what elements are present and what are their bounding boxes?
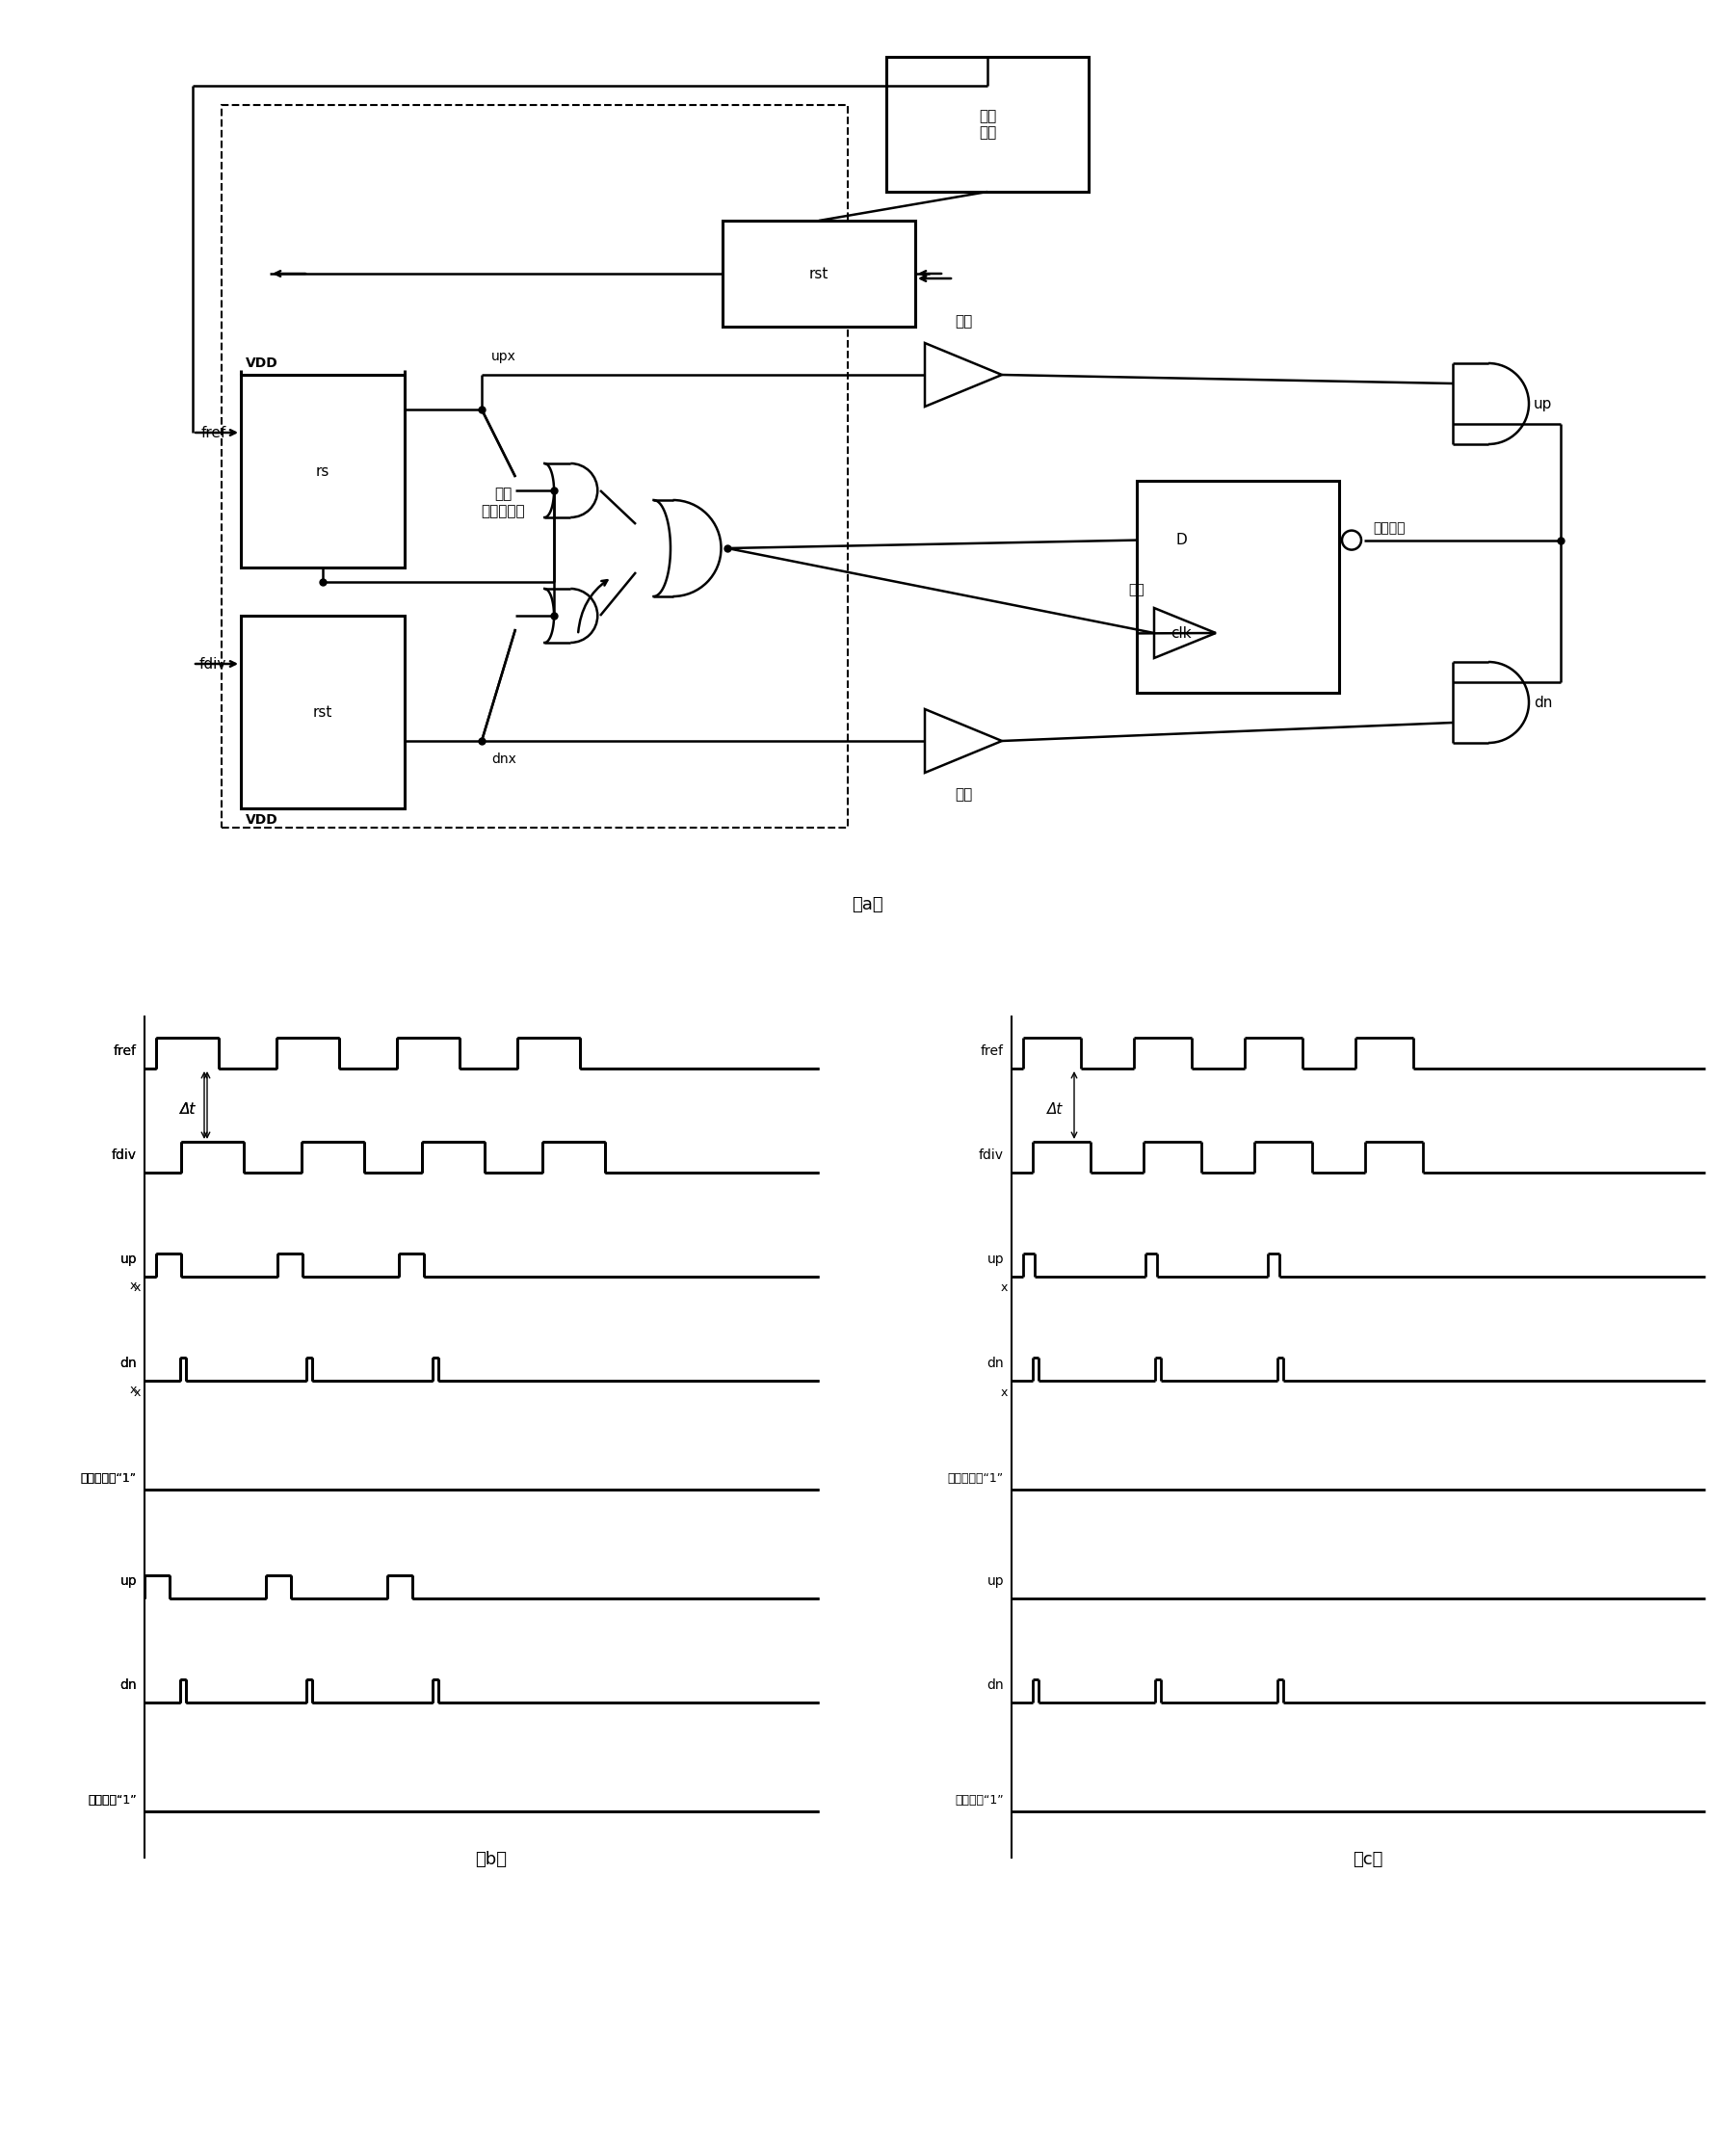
Text: dn: dn bbox=[1533, 695, 1552, 710]
Text: up: up bbox=[1533, 396, 1552, 410]
Text: （c）: （c） bbox=[1352, 1852, 1384, 1869]
Text: D: D bbox=[1175, 532, 1187, 547]
Text: 死区判断＝“1”: 死区判断＝“1” bbox=[82, 1471, 137, 1484]
Bar bbox=[241, 374, 404, 567]
Text: VDD: VDD bbox=[247, 357, 278, 370]
Text: up: up bbox=[120, 1574, 137, 1589]
Text: fref: fref bbox=[981, 1045, 1003, 1058]
Text: 延时: 延时 bbox=[955, 787, 972, 802]
Text: dn: dn bbox=[120, 1358, 137, 1370]
Text: （a）: （a） bbox=[851, 896, 882, 913]
Text: 死区判断＝“1”: 死区判断＝“1” bbox=[948, 1471, 1003, 1484]
Text: 延时: 延时 bbox=[955, 314, 972, 329]
Text: x: x bbox=[134, 1283, 141, 1293]
Text: dn: dn bbox=[120, 1678, 137, 1691]
Text: VDD: VDD bbox=[247, 812, 278, 827]
Text: upx: upx bbox=[491, 351, 516, 363]
Text: Δt: Δt bbox=[181, 1101, 196, 1116]
Text: dn: dn bbox=[986, 1678, 1003, 1691]
Text: 符号位＝“1”: 符号位＝“1” bbox=[89, 1794, 137, 1807]
Text: x: x bbox=[130, 1281, 137, 1293]
Text: （b）: （b） bbox=[476, 1852, 507, 1869]
Text: fref: fref bbox=[113, 1045, 137, 1058]
Text: rst: rst bbox=[312, 706, 333, 718]
Bar bbox=[887, 58, 1088, 192]
Text: fref: fref bbox=[113, 1045, 137, 1058]
Text: up: up bbox=[120, 1253, 137, 1266]
Polygon shape bbox=[1154, 607, 1215, 659]
Text: clk: clk bbox=[1170, 626, 1191, 641]
Text: 符号位＝“1”: 符号位＝“1” bbox=[955, 1794, 1003, 1807]
Text: 符号位＝“1”: 符号位＝“1” bbox=[89, 1794, 137, 1807]
Polygon shape bbox=[925, 710, 1002, 772]
Text: 传统
鉴相鉴频器: 传统 鉴相鉴频器 bbox=[481, 487, 526, 517]
Text: fdiv: fdiv bbox=[979, 1148, 1003, 1161]
Text: dn: dn bbox=[120, 1678, 137, 1691]
Text: fdiv: fdiv bbox=[111, 1148, 137, 1161]
Bar bbox=[1137, 481, 1338, 693]
Text: up: up bbox=[986, 1253, 1003, 1266]
Text: 符号
判断: 符号 判断 bbox=[979, 109, 996, 139]
Text: fdiv: fdiv bbox=[200, 656, 226, 671]
Text: x: x bbox=[1000, 1283, 1007, 1293]
Text: dn: dn bbox=[986, 1358, 1003, 1370]
Bar bbox=[241, 616, 404, 808]
Text: x: x bbox=[130, 1383, 137, 1396]
Text: x: x bbox=[1000, 1385, 1007, 1398]
Bar bbox=[222, 105, 847, 827]
Text: x: x bbox=[134, 1385, 141, 1398]
Text: 死区判断＝“1”: 死区判断＝“1” bbox=[82, 1471, 137, 1484]
Text: 延时: 延时 bbox=[1128, 584, 1144, 597]
Text: 死区判断: 死区判断 bbox=[1373, 522, 1404, 534]
Text: Δt: Δt bbox=[181, 1101, 196, 1116]
Text: up: up bbox=[120, 1574, 137, 1589]
Text: dnx: dnx bbox=[491, 753, 516, 765]
Polygon shape bbox=[925, 342, 1002, 406]
Text: fref: fref bbox=[201, 425, 226, 440]
Bar bbox=[722, 220, 915, 327]
Text: rs: rs bbox=[316, 464, 330, 479]
Text: dn: dn bbox=[120, 1358, 137, 1370]
Text: up: up bbox=[120, 1253, 137, 1266]
Text: Δt: Δt bbox=[1047, 1101, 1062, 1116]
Text: rst: rst bbox=[809, 267, 828, 280]
Text: up: up bbox=[986, 1574, 1003, 1589]
Text: fdiv: fdiv bbox=[111, 1148, 137, 1161]
